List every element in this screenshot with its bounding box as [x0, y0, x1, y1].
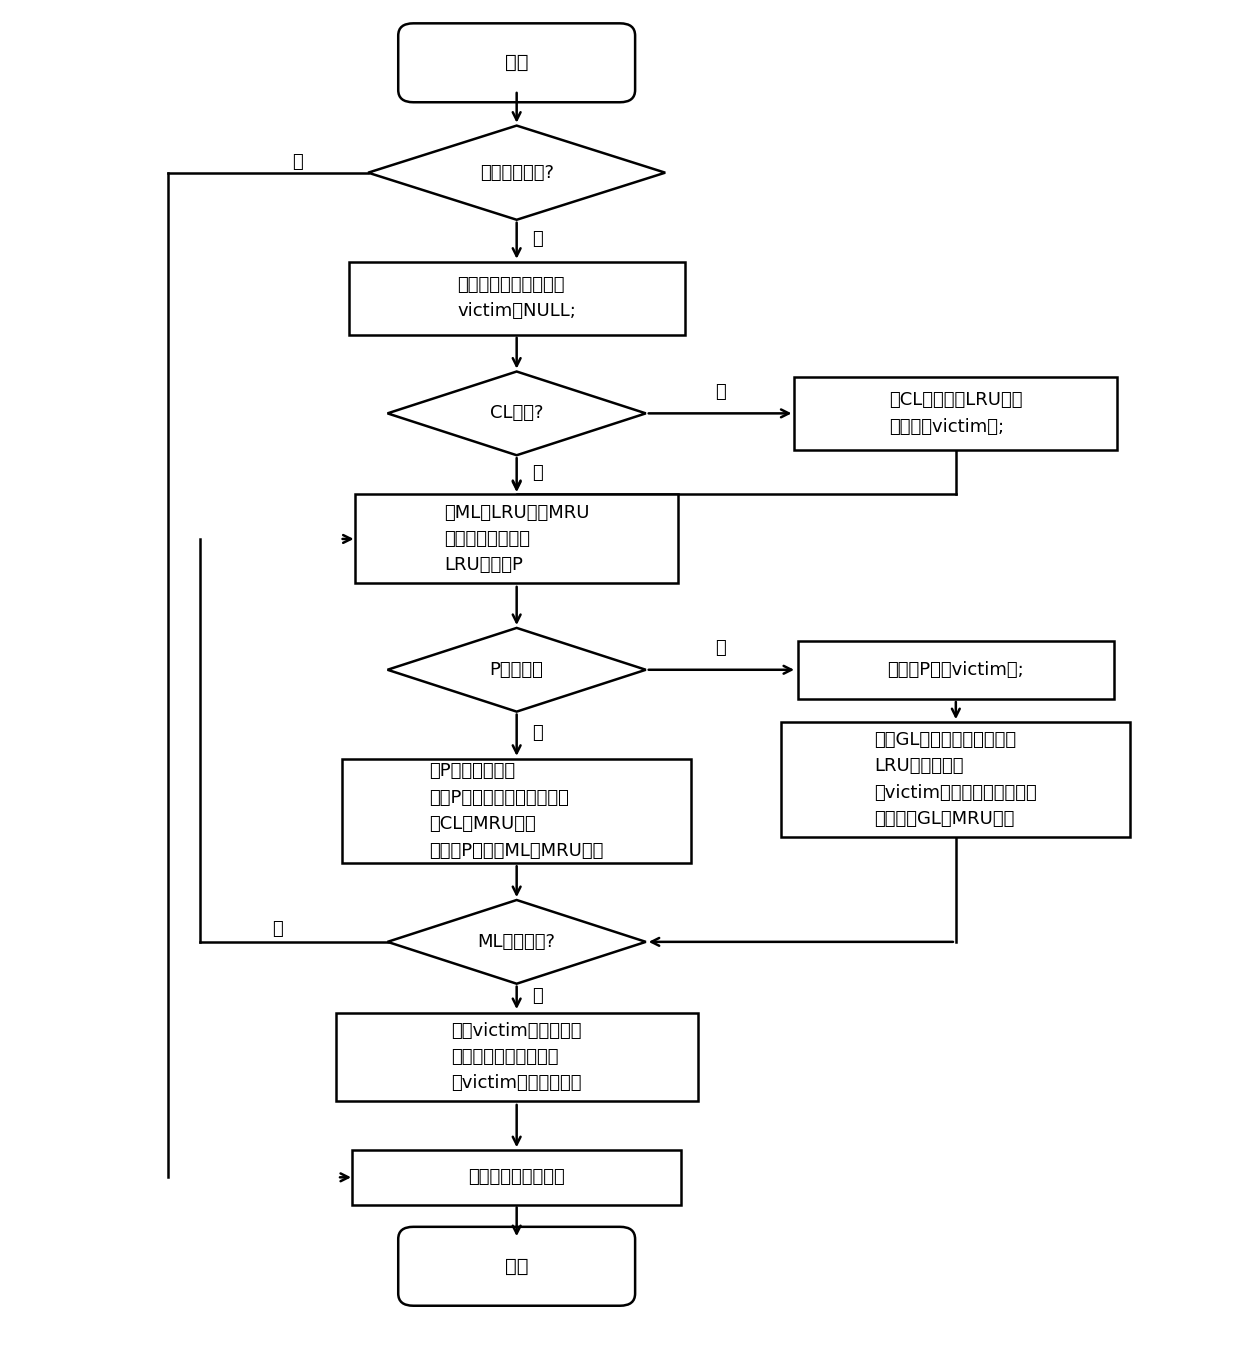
Text: CL为空?: CL为空?	[490, 405, 543, 423]
Text: 如果victim页是脏页，
则将数据写回到闪存；
将victim页设为空闲页: 如果victim页是脏页， 则将数据写回到闪存； 将victim页设为空闲页	[451, 1022, 582, 1092]
Text: 初始化将要被回收的页
victim为NULL;: 初始化将要被回收的页 victim为NULL;	[458, 275, 577, 320]
Bar	[795, 377, 1117, 450]
Polygon shape	[387, 900, 646, 984]
Text: 从ML的LRU端向MRU
端扫描，依次选取
LRU端的页P: 从ML的LRU端向MRU 端扫描，依次选取 LRU端的页P	[444, 504, 589, 574]
Text: 将CL链表中的LRU端缓
存页作为victim页;: 将CL链表中的LRU端缓 存页作为victim页;	[889, 392, 1023, 436]
Bar	[352, 1150, 681, 1204]
Text: 如果GL链表已满，则释放其
LRU端的节点；
将victim的元数据信息（如页
号）加入GL的MRU端；: 如果GL链表已满，则释放其 LRU端的节点； 将victim的元数据信息（如页 …	[874, 732, 1037, 829]
Text: 选取一个空闲页返回: 选取一个空闲页返回	[469, 1168, 565, 1187]
Bar	[797, 641, 1114, 698]
Text: 否: 否	[532, 724, 543, 741]
Text: 是: 是	[532, 464, 543, 482]
Bar	[348, 262, 684, 335]
Text: 有空闲缓存页?: 有空闲缓存页?	[480, 163, 554, 182]
Bar	[342, 759, 691, 864]
Text: 是: 是	[291, 153, 303, 171]
Bar	[781, 722, 1130, 837]
Text: 开始: 开始	[505, 53, 528, 73]
Text: 将P标记为冷页；
如果P为干净页，则将其移动
到CL的MRU端；
否则将P移动到ML的MRU端；: 将P标记为冷页； 如果P为干净页，则将其移动 到CL的MRU端； 否则将P移动到…	[429, 763, 604, 860]
FancyBboxPatch shape	[398, 23, 635, 103]
Text: 缓存页P作为victim页;: 缓存页P作为victim页;	[888, 660, 1024, 679]
Text: 结束: 结束	[505, 1257, 528, 1276]
Text: 否: 否	[532, 230, 543, 247]
Polygon shape	[387, 628, 646, 711]
Text: P是冷页？: P是冷页？	[490, 660, 543, 679]
Text: ML已扫描完?: ML已扫描完?	[477, 933, 556, 950]
Bar	[336, 1012, 697, 1102]
Text: 否: 否	[715, 383, 727, 401]
Text: 否: 否	[273, 921, 283, 938]
Bar	[355, 494, 678, 583]
Text: 是: 是	[532, 987, 543, 1006]
Polygon shape	[368, 126, 665, 220]
Polygon shape	[387, 371, 646, 455]
FancyBboxPatch shape	[398, 1227, 635, 1305]
Text: 是: 是	[715, 639, 727, 657]
